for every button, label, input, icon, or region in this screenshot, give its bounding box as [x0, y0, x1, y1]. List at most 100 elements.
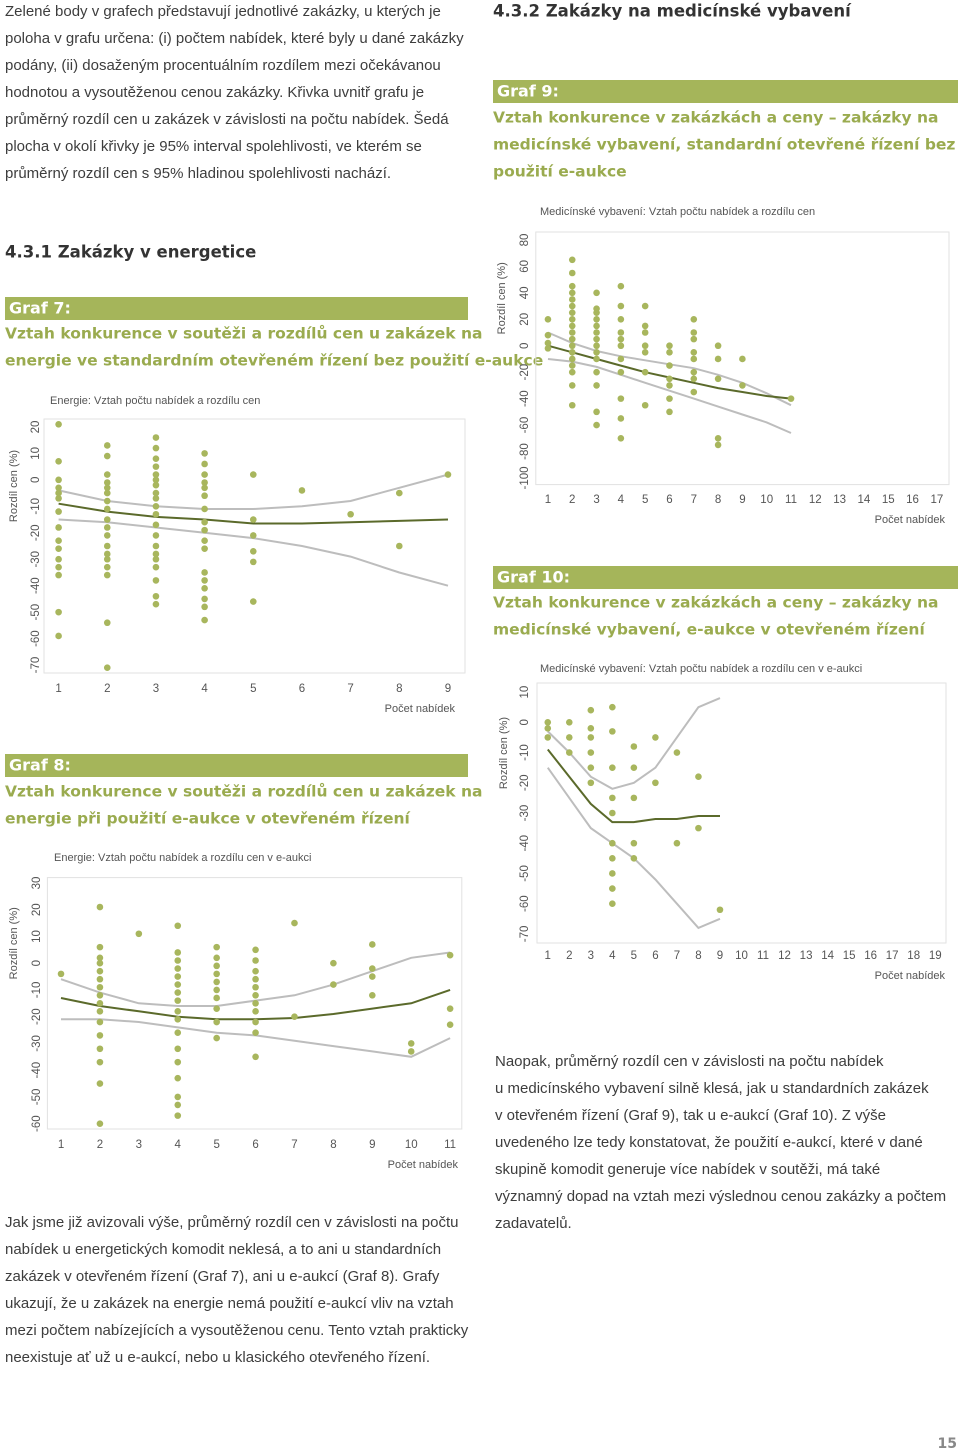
data-point [617, 315, 625, 323]
data-point [249, 598, 257, 605]
data-point [617, 302, 625, 310]
data-point [103, 571, 111, 579]
x-tick-label: 15 [843, 950, 856, 962]
data-point [252, 1008, 259, 1015]
data-point [249, 516, 257, 523]
x-tick-label: 8 [396, 683, 402, 695]
figure-label: Graf 9: [497, 82, 559, 101]
x-tick-label: 16 [906, 494, 919, 506]
data-point [213, 962, 220, 970]
data-point [787, 395, 795, 402]
y-tick-label: -20 [519, 364, 531, 381]
data-point [201, 603, 208, 611]
data-point [652, 734, 659, 741]
data-point [55, 563, 62, 571]
figure-title: energie při použití e-aukce v otevřeném … [5, 810, 410, 828]
x-tick-label: 12 [778, 950, 791, 962]
data-point [55, 508, 62, 515]
data-point [213, 1034, 220, 1042]
data-point [249, 547, 257, 555]
data-point [249, 471, 257, 478]
data-point [201, 479, 208, 486]
paragraph-line: skupině komodit generuje více nabídek v … [495, 1161, 880, 1178]
plot-area [535, 231, 950, 486]
data-point [568, 362, 576, 369]
data-point [174, 981, 182, 988]
paragraph-line: Naopak, průměrný rozdíl cen v závislosti… [495, 1053, 884, 1070]
data-point [103, 516, 111, 523]
data-point [96, 1058, 104, 1066]
paragraph-line: významný dopad na vztah mezi výslednou c… [495, 1188, 946, 1205]
y-tick-label: -60 [30, 630, 42, 647]
data-point [152, 503, 160, 510]
x-tick-label: 19 [929, 950, 942, 962]
data-point [544, 719, 552, 726]
data-point [565, 719, 573, 726]
data-point [103, 555, 111, 563]
x-tick-label: 5 [642, 494, 648, 506]
data-point [609, 855, 616, 862]
paragraph-line: podány, (ii) dosaženým procentuálním roz… [5, 57, 441, 74]
data-point [213, 986, 220, 994]
x-tick-label: 8 [695, 950, 701, 962]
paragraph-line: průměrný rozdíl cen s 95% hladinou spole… [5, 165, 391, 182]
data-point [152, 495, 160, 502]
data-point [174, 1093, 182, 1101]
data-point [617, 329, 625, 336]
data-point [690, 355, 698, 363]
paragraph-line: zakázek v otevřeném řízení (Graf 7), ani… [5, 1268, 440, 1285]
y-tick-label: 10 [30, 447, 42, 460]
x-tick-label: 11 [785, 494, 797, 506]
data-point [568, 368, 576, 376]
data-point [446, 1021, 454, 1028]
trend-line [547, 748, 720, 824]
data-point [446, 1005, 454, 1012]
data-point [714, 342, 722, 350]
figure-title: Vztah konkurence v zakázkách a ceny – za… [493, 594, 939, 612]
trend-line [58, 502, 449, 525]
data-point [152, 510, 160, 518]
data-point [96, 1080, 104, 1087]
x-tick-label: 2 [104, 683, 110, 695]
x-tick-label: 1 [545, 950, 551, 962]
chart-title: Medicínské vybavení: Vztah počtu nabídek… [540, 206, 815, 218]
data-point [103, 442, 111, 449]
y-tick-label: -50 [519, 865, 531, 882]
data-point [641, 322, 649, 330]
x-tick-label: 7 [347, 683, 353, 695]
data-point [152, 471, 160, 478]
data-point [609, 703, 616, 711]
figure-label: Graf 10: [497, 568, 570, 587]
data-point [609, 728, 616, 735]
data-point [641, 302, 649, 310]
data-point [630, 764, 638, 771]
paragraph-line: Jak jsme již avizovali výše, průměrný ro… [5, 1214, 459, 1231]
x-tick-label: 10 [760, 494, 773, 506]
data-point [630, 839, 638, 847]
data-point [641, 368, 649, 376]
y-tick-label: 80 [519, 234, 531, 247]
y-tick-label: 60 [519, 260, 531, 273]
data-point [609, 870, 616, 877]
data-point [55, 495, 62, 502]
figure-band [493, 80, 958, 103]
data-point [544, 331, 552, 339]
y-tick-label: 0 [30, 477, 42, 483]
data-point [201, 569, 208, 576]
paragraph-line: Zelené body v grafech představují jednot… [5, 3, 441, 20]
y-tick-label: -10 [31, 982, 43, 999]
x-axis-label: Počet nabídek [388, 1159, 459, 1171]
data-point [213, 943, 220, 951]
data-point [690, 315, 698, 323]
trend-line [546, 767, 721, 930]
chart-title: Medicínské vybavení: Vztah počtu nabídek… [540, 663, 862, 675]
x-tick-label: 11 [444, 1139, 456, 1151]
x-tick-label: 4 [618, 494, 625, 506]
data-point [666, 382, 673, 389]
data-point [201, 537, 208, 545]
data-point [103, 524, 111, 531]
data-point [587, 725, 595, 732]
data-point [252, 991, 259, 999]
y-tick-label: 0 [31, 960, 43, 966]
data-point [213, 1018, 220, 1026]
